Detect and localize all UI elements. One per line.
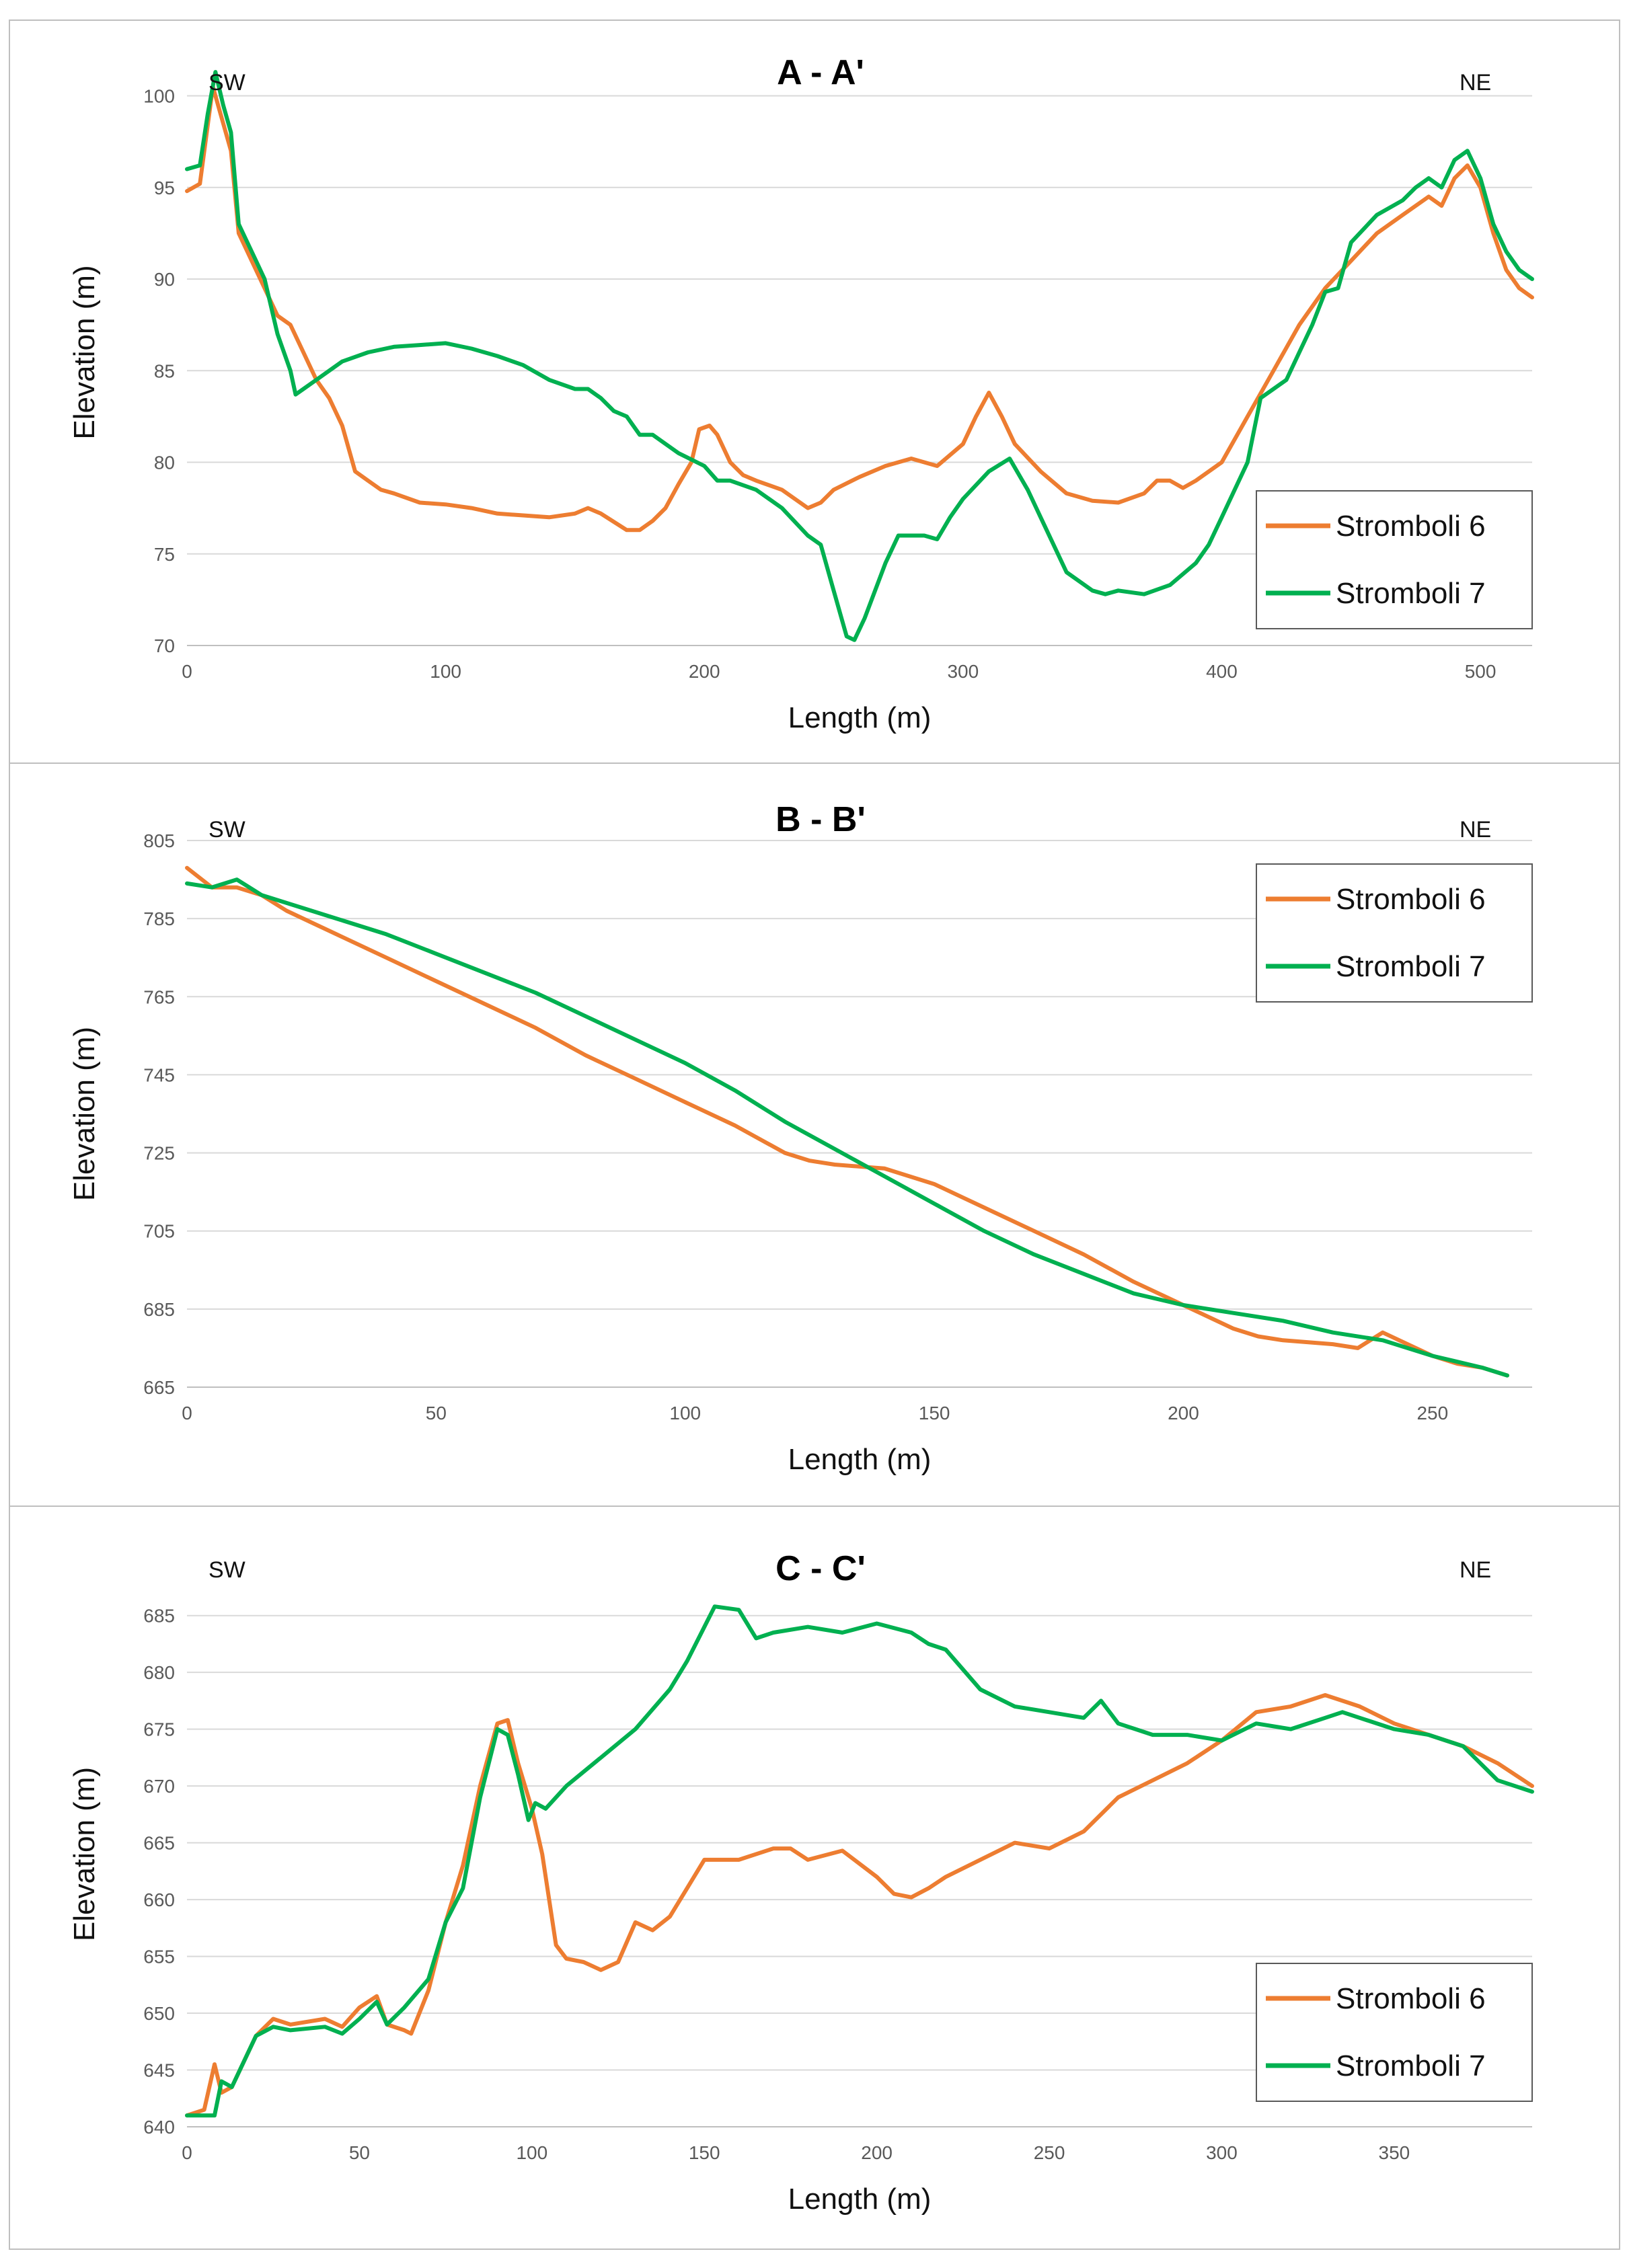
y-tick-label: 640	[143, 2117, 175, 2138]
y-tick-label: 765	[143, 986, 175, 1007]
y-tick-label: 70	[154, 635, 175, 656]
x-tick-label: 200	[689, 661, 720, 682]
y-tick-label: 90	[154, 269, 175, 290]
chart-title: B - B'	[775, 800, 866, 839]
x-tick-label: 300	[1206, 2142, 1238, 2163]
x-tick-label: 100	[430, 661, 461, 682]
direction-label-ne: NE	[1460, 70, 1491, 95]
y-tick-label: 805	[143, 830, 175, 851]
direction-label-sw: SW	[209, 817, 245, 843]
x-tick-label: 0	[182, 1403, 192, 1423]
series-line-stromboli-6	[185, 1693, 1534, 2118]
panel-border	[9, 19, 1620, 764]
y-tick-label: 650	[143, 2003, 175, 2024]
x-tick-label: 400	[1206, 661, 1238, 682]
y-tick-label: 665	[143, 1833, 175, 1854]
panel-1: 70 75 80 85 90 95 100 0 100 200 300 400 500 A - A' SW N…	[9, 19, 1620, 764]
x-tick-label: 50	[349, 2142, 370, 2163]
x-tick-label: 200	[861, 2142, 893, 2163]
legend-label: Stromboli 7	[1336, 950, 1486, 983]
y-tick-label: 660	[143, 1889, 175, 1910]
y-tick-label: 75	[154, 544, 175, 565]
y-tick-label: 670	[143, 1776, 175, 1797]
legend-box	[1256, 863, 1533, 1003]
legend-label: Stromboli 7	[1336, 577, 1486, 610]
chart-title: C - C'	[775, 1549, 866, 1588]
legend-label: Stromboli 6	[1336, 510, 1486, 543]
y-tick-label: 95	[154, 178, 175, 198]
legend: Stromboli 6 Stromboli 7	[1256, 490, 1533, 629]
y-tick-label: 685	[143, 1606, 175, 1627]
direction-label-ne: NE	[1460, 1557, 1491, 1583]
x-axis-title: Length (m)	[788, 2183, 932, 2216]
x-tick-label: 350	[1379, 2142, 1410, 2163]
direction-label-sw: SW	[209, 70, 245, 95]
series-line-stromboli-6	[185, 84, 1534, 533]
x-tick-label: 500	[1465, 661, 1497, 682]
legend-label: Stromboli 7	[1336, 2049, 1486, 2082]
y-tick-label: 655	[143, 1947, 175, 1967]
panel-2: 665 685 705 725 745 765 785 805 0 50 100 150 200 250 B…	[9, 762, 1620, 1507]
x-tick-label: 0	[182, 661, 192, 682]
legend: Stromboli 6 Stromboli 7	[1256, 1963, 1533, 2102]
legend-box	[1256, 490, 1533, 629]
direction-label-ne: NE	[1460, 817, 1491, 843]
y-tick-label: 645	[143, 2060, 175, 2081]
panel-3: 640 645 650 655 660 665 670 675 680 685 0 50 100 150 2…	[9, 1506, 1620, 2250]
series-line-stromboli-6	[185, 865, 1509, 1378]
series-line-stromboli-7	[185, 1604, 1534, 2118]
y-tick-label: 705	[143, 1221, 175, 1242]
x-tick-label: 200	[1168, 1403, 1199, 1423]
series-line-stromboli-7	[185, 877, 1509, 1378]
x-tick-label: 150	[689, 2142, 720, 2163]
y-tick-label: 85	[154, 360, 175, 381]
legend-box	[1256, 1963, 1533, 2102]
y-tick-label: 685	[143, 1299, 175, 1320]
chart-title: A - A'	[777, 53, 864, 92]
x-tick-label: 50	[426, 1403, 447, 1423]
y-axis-title: Elevation (m)	[68, 265, 101, 439]
x-tick-label: 150	[919, 1403, 950, 1423]
legend-label: Stromboli 6	[1336, 1982, 1486, 2015]
x-tick-label: 100	[516, 2142, 547, 2163]
legend-label: Stromboli 6	[1336, 883, 1486, 916]
x-tick-label: 0	[182, 2142, 192, 2163]
y-axis-title: Elevation (m)	[68, 1767, 101, 1941]
x-axis-title: Length (m)	[788, 701, 932, 734]
y-tick-label: 80	[154, 453, 175, 473]
legend: Stromboli 6 Stromboli 7	[1256, 863, 1533, 1003]
y-tick-label: 680	[143, 1662, 175, 1683]
x-tick-label: 100	[669, 1403, 701, 1423]
x-axis-title: Length (m)	[788, 1443, 932, 1476]
y-tick-label: 675	[143, 1719, 175, 1740]
y-tick-label: 665	[143, 1377, 175, 1398]
x-tick-label: 300	[947, 661, 979, 682]
y-tick-label: 745	[143, 1064, 175, 1085]
x-tick-label: 250	[1034, 2142, 1065, 2163]
y-axis-title: Elevation (m)	[68, 1027, 101, 1201]
direction-label-sw: SW	[209, 1557, 245, 1583]
panel-border	[9, 1506, 1620, 2250]
y-tick-label: 725	[143, 1143, 175, 1164]
y-tick-label: 100	[143, 86, 175, 107]
series-line-stromboli-7	[185, 70, 1534, 642]
y-tick-label: 785	[143, 908, 175, 929]
x-tick-label: 250	[1416, 1403, 1448, 1423]
